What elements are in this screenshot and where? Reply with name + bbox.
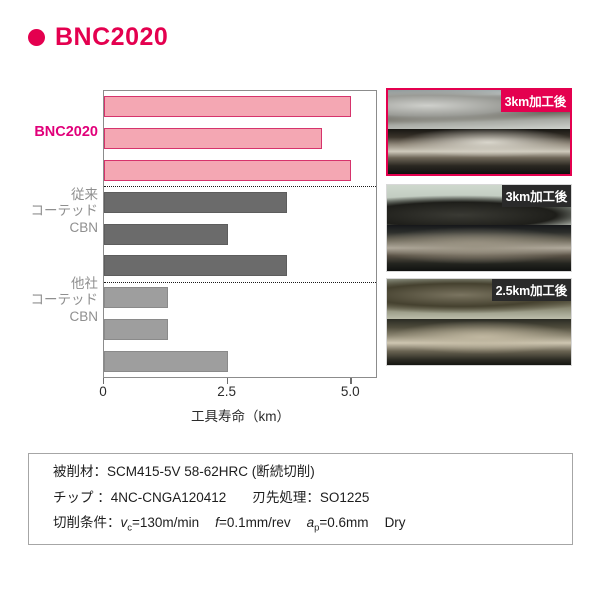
bar-conventional-coated-cbn-3 (104, 255, 287, 277)
chart-x-tick (103, 378, 105, 384)
chart-x-axis: 0 2.5 5.0 (99, 378, 378, 399)
wear-photo-caption: 2.5km加工後 (491, 279, 571, 301)
chart-x-axis-title: 工具寿命（km） (191, 409, 290, 424)
chart-plot-area (103, 90, 377, 378)
page-title-label: BNC2020 (55, 23, 169, 51)
wear-photo-panel-bnc2020: 3km加工後 (386, 88, 572, 176)
wear-photo-side-view (388, 128, 570, 174)
insert-line: チップ ：4NC-CNGA120412 刃先処理：SO1225 (53, 489, 572, 505)
cutting-conditions-box: 被削材：SCM415-5V 58-62HRC (断続切削) チップ ：4NC-C… (28, 453, 573, 545)
insert-value: 4NC-CNGA120412 (110, 489, 227, 505)
insert-label: チップ ： (53, 489, 111, 505)
edge-treatment-label: 刃先処理： (252, 489, 320, 505)
cutting-speed-value: =130m/min (132, 515, 200, 530)
feed-symbol: f (215, 515, 219, 530)
chart-category-label-bnc2020: BNC2020 (34, 124, 98, 140)
chart-x-tick (350, 378, 352, 384)
bar-other-company-coated-cbn-3 (104, 350, 228, 372)
cutting-speed-subscript: c (127, 522, 132, 534)
cutting-speed-symbol: v (120, 515, 128, 530)
chart-group-divider (104, 186, 376, 188)
bar-other-company-coated-cbn-1 (104, 287, 169, 309)
bar-bnc2020-3 (104, 159, 352, 181)
cutting-conditions-label: 切削条件： (53, 515, 121, 530)
chart-category-label-conventional-coated-cbn: 従来 コーテッド CBN (30, 187, 99, 235)
edge-treatment-value: SO1225 (319, 489, 370, 505)
chart-x-tick-label: 5.0 (340, 384, 360, 399)
wear-photo-panel-conventional-coated-cbn: 3km加工後 (386, 184, 572, 272)
wear-photo-side-view (387, 224, 571, 271)
bar-conventional-coated-cbn-2 (104, 223, 228, 245)
chart-category-label-other-company-coated-cbn: 他社 コーテッド CBN (30, 276, 99, 324)
workpiece-material-label: 被削材： (53, 464, 107, 479)
feed-value: =0.1mm/rev (218, 515, 291, 530)
bar-chart: BNC2020 従来 コーテッド CBN 他社 コーテッド CBN 0 2.5 5.… (0, 80, 600, 424)
filled-circle-icon (28, 29, 45, 46)
page-title: BNC2020 (28, 23, 168, 52)
wear-photo-panels: 3km加工後 3km加工後 2.5km加工後 (386, 88, 572, 370)
workpiece-material-line: 被削材：SCM415-5V 58-62HRC (断続切削) (53, 465, 572, 479)
cutting-conditions-line: 切削条件：vc=130m/min f=0.1mm/rev ap=0.6mm Dry (53, 516, 572, 533)
chart-x-tick (226, 378, 228, 384)
bar-bnc2020-2 (104, 128, 322, 150)
wear-photo-caption: 3km加工後 (500, 90, 570, 112)
wear-photo-side-view (387, 318, 571, 365)
wear-photo-panel-other-company-coated-cbn: 2.5km加工後 (386, 278, 572, 366)
depth-of-cut-symbol: a (306, 515, 315, 530)
depth-of-cut-subscript: p (314, 522, 320, 534)
wear-photo-caption: 3km加工後 (501, 185, 571, 207)
bar-bnc2020-1 (104, 96, 352, 118)
bar-other-company-coated-cbn-2 (104, 318, 169, 340)
bar-conventional-coated-cbn-1 (104, 191, 287, 213)
chart-group-divider (104, 281, 376, 283)
chart-x-tick-label: 0 (99, 384, 107, 399)
workpiece-material-value: SCM415-5V 58-62HRC (断続切削) (107, 464, 315, 479)
depth-of-cut-value: =0.6mm (319, 515, 369, 530)
coolant-value: Dry (384, 515, 406, 530)
chart-x-tick-label: 2.5 (217, 384, 237, 399)
